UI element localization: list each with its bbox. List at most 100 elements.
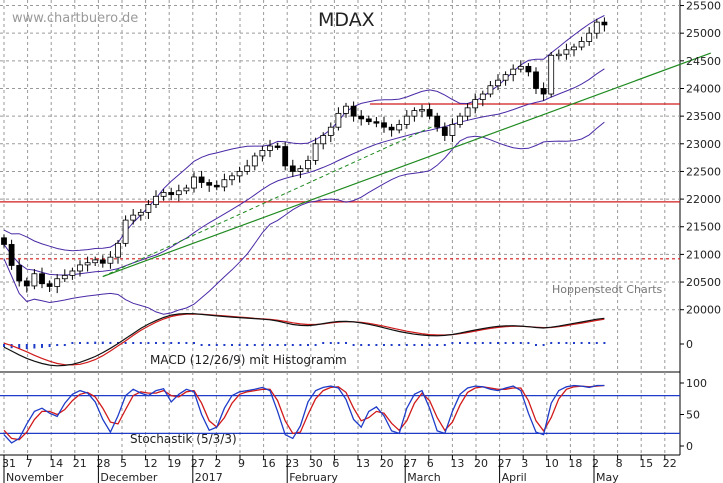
source-label: Hoppenstedt Charts (552, 283, 663, 296)
candle-body (601, 21, 608, 26)
candle-body (229, 175, 235, 181)
candle-body (183, 187, 190, 192)
day-tick-label: 10 (545, 457, 559, 470)
watermark: www.chartbuero.de (12, 11, 138, 26)
stoch-tick-label: 50 (686, 409, 700, 422)
stoch-tick-label: 100 (686, 377, 707, 390)
price-tick-label: 24500 (686, 55, 721, 68)
candle-body (84, 262, 91, 266)
price-tick-label: 23500 (686, 110, 721, 123)
candle-body (495, 79, 501, 87)
price-tick-label: 25500 (686, 0, 721, 13)
bollinger-upper (3, 15, 605, 252)
candle-body (540, 88, 547, 95)
candle-body (236, 171, 243, 177)
candle-body (130, 214, 137, 221)
candle-body (373, 121, 380, 124)
bollinger-middle (3, 68, 605, 276)
day-tick-label: 20 (474, 457, 488, 470)
candle-body (191, 176, 197, 189)
day-tick-label: 27 (403, 457, 417, 470)
candle-body (77, 264, 83, 272)
candle-body (61, 275, 68, 280)
day-tick-label: 14 (49, 457, 63, 470)
bollinger-lower (3, 121, 605, 315)
day-tick-label: 5 (120, 457, 127, 470)
trendlines (102, 52, 712, 278)
candle-body (46, 283, 53, 287)
candle-body (198, 176, 205, 183)
candle-body (274, 145, 281, 148)
candle-body (115, 242, 121, 258)
candle-body (487, 85, 494, 95)
day-tick-label: 30 (309, 457, 323, 470)
candle-body (555, 53, 562, 57)
candle-body (343, 105, 349, 114)
day-tick-label: 23 (285, 457, 299, 470)
month-label: February (289, 471, 338, 483)
month-label: April (502, 471, 527, 483)
day-tick-label: 20 (380, 457, 394, 470)
candle-body (16, 265, 23, 282)
candle-body (320, 135, 327, 145)
macd-signal-line (3, 313, 605, 366)
candle-body (1, 237, 7, 245)
candle-body (464, 107, 471, 117)
candle-body (137, 211, 144, 216)
day-tick-label: 27 (191, 457, 205, 470)
candle-body (244, 165, 251, 172)
day-tick-label: 18 (568, 457, 582, 470)
candle-body (160, 192, 167, 197)
candle-body (396, 124, 403, 131)
candle-body (434, 115, 441, 128)
candle-body (472, 99, 479, 109)
candle-body (31, 273, 38, 287)
price-tick-label: 23000 (686, 138, 721, 151)
day-tick-label: 12 (144, 457, 158, 470)
day-tick-label: 2 (214, 457, 221, 470)
stoch-d-line (3, 384, 605, 441)
candle-body (92, 259, 99, 264)
day-tick-label: 13 (450, 457, 464, 470)
day-tick-label: 19 (167, 457, 181, 470)
candle-body (381, 122, 387, 128)
candle-body (99, 259, 106, 264)
bollinger-bands (3, 15, 605, 315)
candle-body (213, 184, 220, 188)
candle-body (502, 74, 509, 81)
candle-body (358, 115, 365, 120)
candle-body (69, 270, 76, 276)
candle-body (388, 126, 395, 131)
candle-body (426, 109, 433, 117)
candle-body (267, 145, 273, 151)
price-tick-label: 20000 (686, 304, 721, 317)
candle-body (350, 105, 357, 117)
day-tick-label: 6 (427, 457, 434, 470)
candle-body (365, 118, 372, 123)
month-label: May (596, 471, 619, 483)
candle-body (153, 195, 159, 206)
candle-body (23, 280, 30, 287)
candle-body (441, 126, 448, 136)
trendline-solid (102, 52, 712, 278)
stochastic-label: Stochastik (5/3/3) (130, 432, 237, 446)
day-tick-label: 13 (356, 457, 370, 470)
candle-body (517, 65, 524, 70)
macd-tick-label: 0 (686, 338, 693, 351)
candle-body (289, 165, 296, 172)
candle-body (54, 278, 61, 287)
candle-body (533, 71, 539, 89)
month-label: 2017 (195, 471, 223, 483)
day-tick-label: 3 (521, 457, 528, 470)
day-tick-label: 9 (238, 457, 245, 470)
day-tick-label: 6 (332, 457, 339, 470)
macd-panel (3, 312, 606, 367)
candle-body (578, 41, 585, 48)
candle-body (39, 273, 45, 285)
candle-body (221, 179, 228, 188)
candle-body (206, 182, 213, 186)
candle-body (297, 168, 304, 172)
candle-body (593, 21, 600, 34)
price-tick-label: 20500 (686, 276, 721, 289)
day-tick-label: 22 (663, 457, 677, 470)
